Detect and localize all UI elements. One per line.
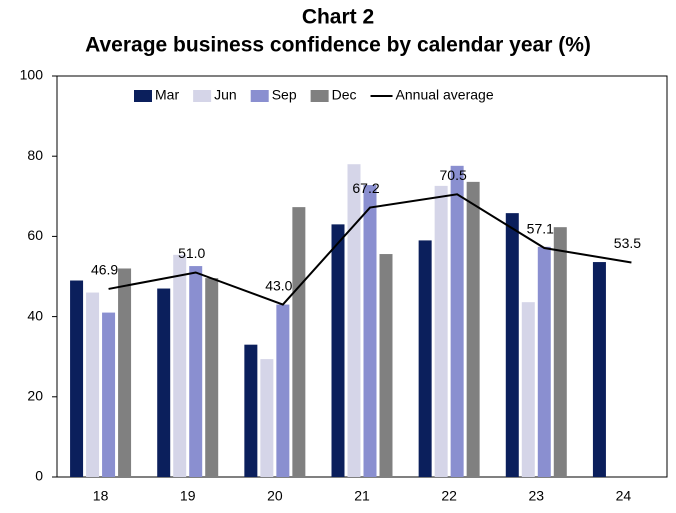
bar [379, 254, 393, 477]
legend-label: Jun [214, 87, 237, 103]
y-tick-label: 80 [27, 147, 43, 163]
bar [189, 266, 203, 477]
x-tick-label: 18 [93, 488, 109, 504]
legend-label: Mar [155, 87, 179, 103]
bar [537, 246, 551, 477]
legend-swatch [310, 90, 329, 102]
x-tick-label: 21 [354, 488, 370, 504]
bar [466, 181, 480, 477]
bar [102, 312, 116, 477]
bar [592, 262, 606, 477]
bar [553, 227, 567, 477]
y-tick-label: 60 [27, 227, 43, 243]
chart-subtitle: Average business confidence by calendar … [85, 34, 591, 57]
bar [276, 304, 290, 477]
bar [505, 213, 519, 477]
bar [418, 240, 432, 477]
legend-label: Sep [272, 87, 297, 103]
bar [70, 280, 84, 477]
bar [86, 292, 100, 477]
x-tick-label: 24 [616, 488, 632, 504]
data-label: 70.5 [440, 167, 467, 183]
data-label: 43.0 [265, 277, 292, 293]
bar [260, 359, 274, 477]
bar [118, 268, 132, 477]
data-label: 67.2 [352, 180, 379, 196]
line [108, 193, 632, 306]
data-label: 53.5 [614, 235, 641, 251]
x-tick-label: 20 [267, 488, 283, 504]
y-tick-label: 40 [27, 307, 43, 323]
bar [521, 302, 535, 477]
bar [363, 185, 377, 477]
bar [205, 278, 219, 477]
data-label: 46.9 [91, 262, 118, 278]
bar [157, 288, 171, 477]
bar [292, 207, 306, 477]
bar [244, 344, 258, 477]
bar [434, 185, 448, 477]
chart-title: Chart 2 [302, 6, 374, 29]
x-tick-label: 22 [441, 488, 457, 504]
y-tick-label: 0 [35, 468, 43, 484]
data-label: 51.0 [178, 245, 205, 261]
bar [450, 165, 464, 477]
legend-label: Dec [332, 87, 357, 103]
y-tick-label: 20 [27, 388, 43, 404]
legend-swatch [250, 90, 269, 102]
plot-frame [56, 75, 668, 478]
x-tick-label: 23 [528, 488, 544, 504]
bar [331, 224, 345, 477]
y-tick-label: 100 [20, 67, 44, 83]
data-label: 57.1 [527, 221, 554, 237]
legend-label: Annual average [396, 87, 494, 103]
bar [347, 164, 361, 477]
legend-swatch [193, 90, 212, 102]
x-tick-label: 19 [180, 488, 196, 504]
legend-swatch [134, 90, 152, 102]
bar [173, 254, 187, 477]
